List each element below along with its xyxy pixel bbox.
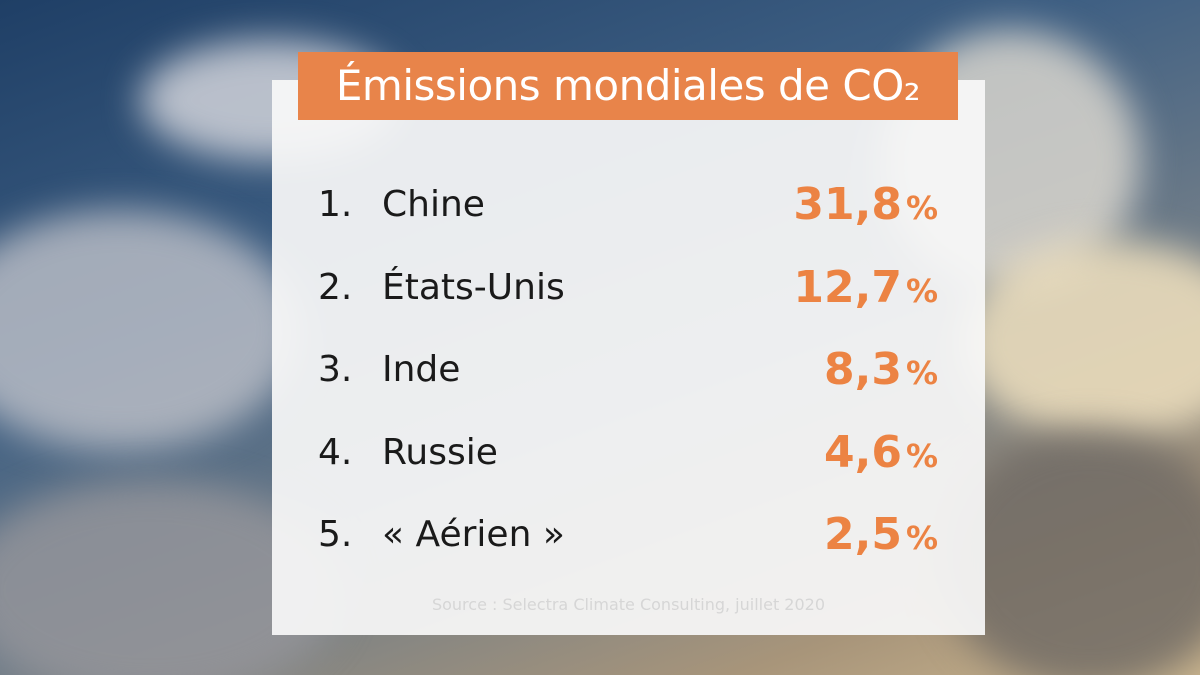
share-unit: % (905, 354, 938, 392)
country-name: Russie (382, 431, 498, 473)
list-row: 2. États-Unis 12,7% (318, 258, 938, 318)
cloud (0, 210, 300, 450)
rank: 5. (318, 514, 353, 555)
share-value: 2,5 (823, 509, 902, 560)
share-value: 12,7 (793, 261, 902, 313)
share: 2,5% (824, 505, 938, 568)
share-unit: % (905, 519, 938, 557)
title: Émissions mondiales de CO₂ (298, 52, 958, 120)
share-value: 8,3 (823, 344, 902, 395)
country-name: Inde (382, 349, 461, 390)
share-value: 31,8 (793, 179, 902, 230)
country-name: Chine (382, 184, 485, 225)
share-unit: % (905, 271, 938, 310)
rank: 2. (318, 266, 353, 308)
share-unit: % (905, 436, 938, 475)
list-row: 4. Russie 4,6% (318, 423, 938, 483)
share: 12,7% (793, 258, 938, 321)
list-row: 5. « Aérien » 2,5% (318, 505, 938, 565)
country-name: États-Unis (382, 266, 565, 308)
panel (272, 80, 985, 635)
share: 8,3% (824, 340, 938, 403)
cloud (960, 240, 1200, 440)
source: Source : Selectra Climate Consulting, ju… (431, 595, 826, 614)
share: 4,6% (824, 423, 938, 486)
rank: 4. (318, 431, 353, 473)
country-name: « Aérien » (382, 514, 565, 555)
share-unit: % (905, 189, 938, 227)
list-row: 1. Chine 31,8% (318, 175, 938, 235)
rank: 1. (318, 184, 353, 225)
list-row: 3. Inde 8,3% (318, 340, 938, 400)
share: 31,8% (793, 175, 938, 238)
share-value: 4,6 (823, 426, 902, 478)
rank: 3. (318, 349, 353, 390)
